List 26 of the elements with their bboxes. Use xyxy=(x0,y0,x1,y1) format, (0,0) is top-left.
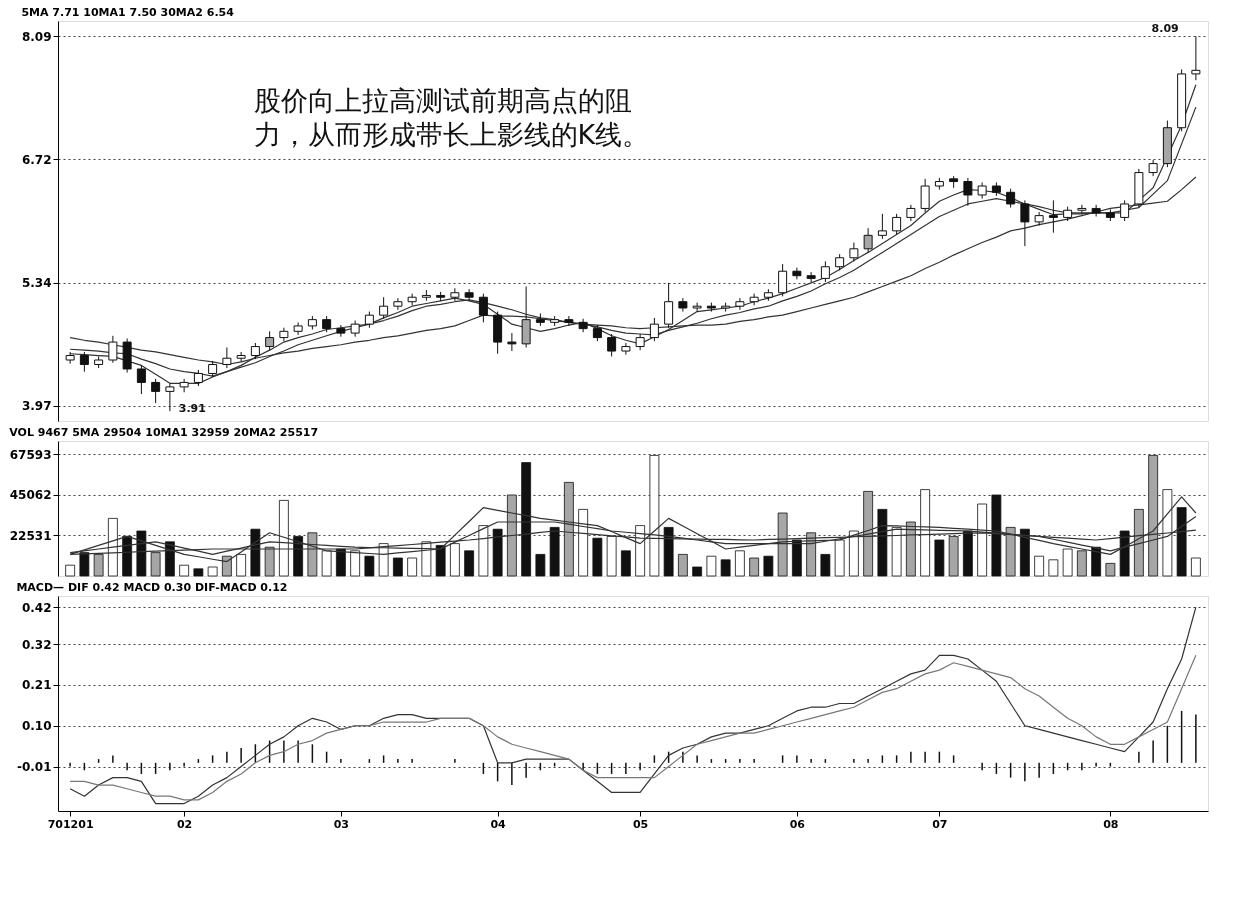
x-tick-label: 02 xyxy=(176,817,193,831)
x-tick-label: 03 xyxy=(333,817,350,831)
x-tick-label: 701201 xyxy=(47,817,94,831)
annotation: 8.09 xyxy=(1151,22,1179,35)
y-tick-label: 0.10 xyxy=(21,719,52,734)
chart-title: 5MA 7.71 10MA1 7.50 30MA2 6.54 xyxy=(21,6,235,19)
annotation: 3.91 xyxy=(178,402,206,415)
x-tick-label: 05 xyxy=(632,817,649,831)
y-tick-label: 0.42 xyxy=(21,600,52,615)
y-tick-label: 5.34 xyxy=(21,276,52,291)
y-tick-label: 22531 xyxy=(9,528,52,543)
chart-title: MACD— DIF 0.42 MACD 0.30 DIF-MACD 0.12 xyxy=(16,581,288,594)
y-tick-label: 0.21 xyxy=(21,678,52,693)
y-tick-label: 45062 xyxy=(9,488,52,503)
x-tick-label: 06 xyxy=(789,817,806,831)
annotation: 股价向上拉高测试前期高点的阻力，从而形成带长上影线的K线。 xyxy=(253,85,650,150)
y-tick-label: 0.32 xyxy=(21,637,52,652)
y-tick-label: 6.72 xyxy=(21,152,52,167)
x-tick-label: 07 xyxy=(932,817,948,831)
chart-title: VOL 9467 5MA 29504 10MA1 32959 20MA2 25517 xyxy=(9,426,319,439)
y-tick-label: -0.01 xyxy=(16,760,52,775)
y-tick-label: 3.97 xyxy=(21,399,52,414)
x-tick-label: 08 xyxy=(1103,817,1119,831)
x-tick-label: 04 xyxy=(490,817,507,831)
y-tick-label: 67593 xyxy=(9,447,52,462)
y-tick-label: 8.09 xyxy=(21,29,52,44)
